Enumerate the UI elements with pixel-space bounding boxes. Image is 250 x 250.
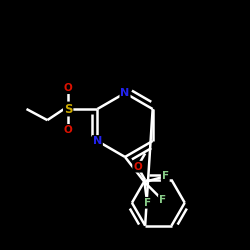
Text: O: O bbox=[64, 125, 72, 135]
Text: F: F bbox=[144, 198, 151, 208]
Text: N: N bbox=[120, 88, 130, 98]
Text: S: S bbox=[64, 102, 72, 116]
Text: F: F bbox=[159, 195, 166, 205]
Text: N: N bbox=[93, 136, 102, 146]
Text: F: F bbox=[162, 172, 169, 181]
Text: O: O bbox=[133, 162, 142, 172]
Text: O: O bbox=[64, 83, 72, 93]
